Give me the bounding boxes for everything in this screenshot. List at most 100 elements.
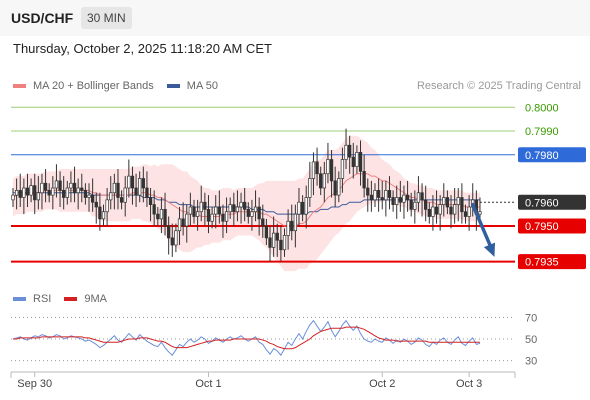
candle-body: [329, 159, 334, 182]
level-badge-last-price: [518, 194, 586, 210]
bollinger-band: [13, 135, 480, 272]
candle-body: [69, 182, 73, 189]
candle-body: [22, 187, 26, 198]
ma20-line: [12, 173, 480, 227]
candle-body: [192, 206, 196, 217]
level-label-resistance-2: 0.8000: [525, 102, 559, 114]
candle-body: [445, 197, 450, 208]
research-credit: Research © 2025 Trading Central: [416, 80, 581, 92]
candle-body: [94, 201, 98, 208]
legend-rsi-label: RSI: [33, 293, 52, 305]
candle-body: [319, 173, 323, 189]
candle-body: [54, 180, 59, 189]
candle-body: [355, 152, 359, 167]
candle-body: [452, 204, 457, 215]
level-badge-support-1: [518, 218, 586, 234]
candle-body: [293, 213, 298, 232]
candle-body: [18, 190, 22, 198]
candle-body: [402, 194, 406, 203]
candle-body: [83, 190, 88, 198]
candle-body: [279, 239, 283, 251]
legend-rsi-ma-label: 9MA: [84, 293, 107, 305]
candle-body: [460, 197, 464, 213]
candle-body: [25, 187, 30, 196]
candle-body: [271, 232, 276, 248]
candle-body: [268, 237, 272, 248]
x-tick-label: Sep 30: [17, 378, 52, 390]
candle-body: [427, 209, 431, 217]
candle-body: [243, 201, 247, 210]
level-label-resistance-1: 0.7990: [525, 126, 559, 138]
candle-body: [177, 218, 182, 232]
candle-body: [109, 192, 113, 201]
interval-badge[interactable]: 30 MIN: [81, 7, 132, 29]
candle-body: [478, 211, 482, 215]
candle-body: [405, 194, 410, 201]
candle-body: [40, 182, 44, 194]
candle-body: [311, 161, 316, 179]
candle-body: [369, 194, 374, 201]
candle-body: [380, 197, 384, 201]
level-label-last-price: 0.7960: [525, 197, 559, 209]
candle-body: [130, 175, 135, 189]
candle-body: [391, 197, 395, 205]
x-tick-label: Oct 1: [195, 378, 221, 390]
candle-body: [449, 206, 453, 215]
main-legend: MA 20 + Bollinger Bands MA 50: [13, 80, 231, 92]
candle-body: [101, 211, 106, 220]
candle-body: [282, 235, 287, 251]
candle-body: [290, 220, 294, 232]
rsi-tick-label: 70: [525, 312, 537, 324]
candle-body: [358, 152, 363, 172]
legend-ma50: MA 50: [166, 80, 218, 92]
candle-body: [145, 187, 149, 198]
legend-rsi-ma: 9MA: [64, 293, 107, 305]
candle-body: [98, 206, 102, 220]
candle-body: [384, 190, 388, 201]
candle-body: [228, 204, 232, 213]
level-label-support-1: 0.7950: [525, 221, 559, 233]
candle-body: [159, 209, 164, 220]
candle-body: [134, 187, 138, 196]
candle-body: [224, 211, 229, 222]
candle-body: [308, 178, 312, 198]
ma50-line: [13, 192, 480, 215]
x-tick-label: Oct 2: [369, 378, 395, 390]
candle-body: [72, 182, 77, 194]
candle-body: [261, 218, 265, 227]
candle-body: [333, 180, 337, 196]
candle-body: [210, 213, 214, 222]
candle-body: [315, 161, 319, 175]
candle-body: [326, 159, 330, 175]
candle-body: [300, 201, 305, 215]
legend-rsi: RSI: [13, 293, 51, 305]
rsi-swatch: [13, 297, 26, 301]
level-label-support-2: 0.7935: [525, 257, 559, 269]
candle-body: [463, 211, 468, 217]
x-tick-label: Oct 3: [456, 378, 482, 390]
candle-body: [398, 197, 402, 203]
candle-body: [36, 192, 40, 201]
candle-body: [409, 199, 413, 210]
candle-body: [181, 218, 185, 227]
candle-body: [264, 225, 269, 239]
candle-body: [420, 192, 424, 201]
rsi-legend: RSI 9MA: [13, 293, 120, 305]
rsi-line: [12, 319, 481, 357]
candle-body: [239, 201, 243, 208]
candle-body: [431, 206, 435, 217]
candle-body: [105, 199, 109, 213]
candle-body: [214, 206, 218, 215]
candle-body: [297, 201, 301, 215]
candles: [11, 128, 482, 262]
candle-body: [456, 197, 460, 205]
candle-body: [167, 225, 171, 239]
candle-body: [235, 206, 240, 213]
candle-body: [11, 194, 15, 201]
candle-body: [206, 209, 211, 222]
candle-body: [152, 204, 156, 215]
rsi-ma-swatch: [64, 297, 78, 301]
candle-body: [148, 197, 153, 205]
rsi-ma-line: [13, 326, 480, 350]
